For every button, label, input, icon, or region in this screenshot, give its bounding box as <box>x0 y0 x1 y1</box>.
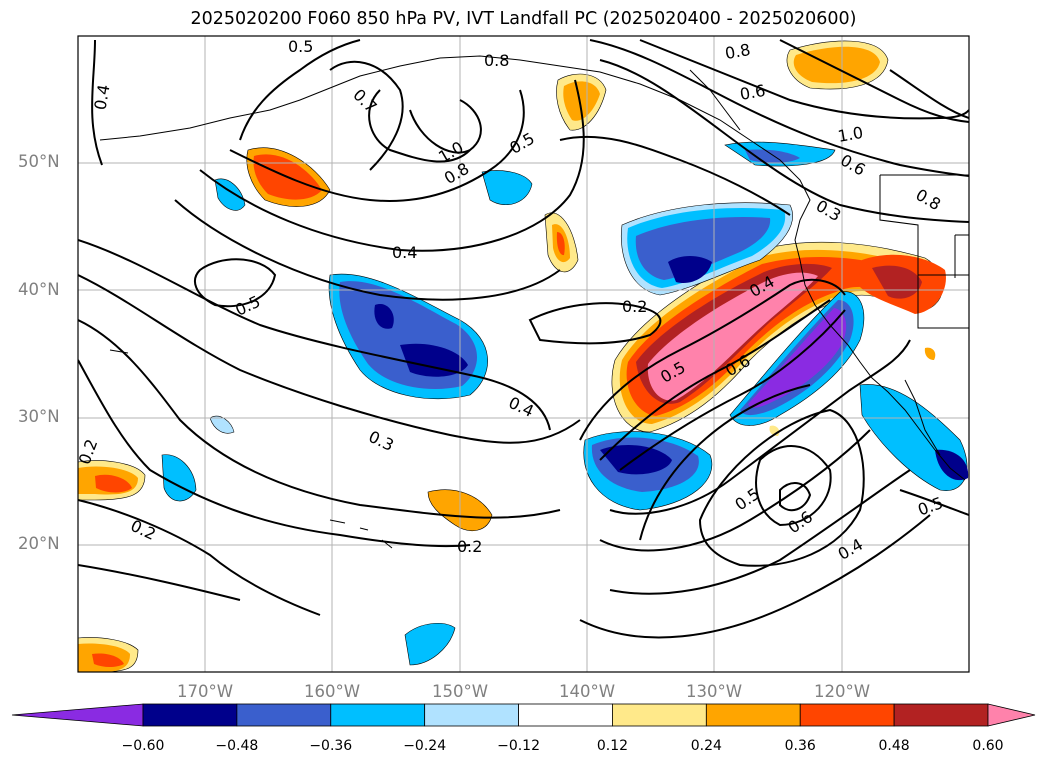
negative-anomaly-small-1 <box>481 170 533 205</box>
contour-label: 0.2 <box>622 297 647 316</box>
colorbar-bin <box>799 703 895 727</box>
colorbar <box>11 703 1036 727</box>
contour-label: 0.8 <box>484 51 509 70</box>
colorbar-tick-label: 0.12 <box>596 738 629 754</box>
colorbar-tick-label: 0.60 <box>972 738 1004 754</box>
colorbar-bin <box>330 703 426 727</box>
lon-tick-label: 120°W <box>813 682 871 701</box>
colorbar-bin <box>893 703 989 727</box>
colorbar-extend-low <box>11 703 144 727</box>
contour-label: 0.8 <box>912 185 944 214</box>
lat-tick-label: 20°N <box>18 534 60 553</box>
colorbar-extend-high <box>987 703 1036 727</box>
lat-tick-label: 40°N <box>18 280 60 299</box>
colorbar-tick-label: −0.24 <box>403 738 447 754</box>
contour-label: 0.6 <box>738 81 766 104</box>
pv-contours <box>78 39 969 639</box>
colorbar-tick-label: −0.36 <box>309 738 353 754</box>
contour-label: 0.3 <box>366 427 397 455</box>
lon-tick-label: 140°W <box>558 682 616 701</box>
contour-label: 0.2 <box>457 537 482 556</box>
page-title: 2025020200 F060 850 hPa PV, IVT Landfall… <box>190 9 857 29</box>
contour-label: 0.4 <box>506 393 537 421</box>
colorbar-bin <box>142 703 238 727</box>
colorbar-bin <box>612 703 707 727</box>
lat-tick-label: 50°N <box>18 152 60 171</box>
contour-label: 0.3 <box>813 196 845 225</box>
contour-label: 1.0 <box>836 123 864 146</box>
lon-tick-label: 170°W <box>176 682 234 701</box>
contour-label: 0.5 <box>506 129 538 158</box>
colorbar-bin <box>518 703 613 727</box>
lon-tick-label: 150°W <box>431 682 489 701</box>
contour-label: 0.2 <box>128 516 159 544</box>
colorbar-tick-label: −0.60 <box>121 738 165 754</box>
graticule <box>78 36 969 672</box>
positive-anomaly-pink <box>647 272 818 401</box>
contour-label: 0.5 <box>288 37 313 56</box>
contour-label: 0.7 <box>349 85 380 116</box>
colorbar-bin <box>705 703 801 727</box>
lon-tick-label: 130°W <box>685 682 743 701</box>
colorbar-tick-label: 0.36 <box>784 738 816 754</box>
lon-tick-label: 160°W <box>303 682 361 701</box>
contour-label: 0.4 <box>90 83 113 111</box>
lat-tick-label: 30°N <box>18 407 60 426</box>
colorbar-tick-label: −0.12 <box>497 738 540 754</box>
colorbar-tick-label: 0.24 <box>690 738 722 754</box>
contour-label: 0.5 <box>731 484 763 514</box>
colorbar-tick-label: −0.48 <box>215 738 259 754</box>
colorbar-bin <box>424 703 519 727</box>
coastlines <box>99 55 969 549</box>
colorbar-bin <box>236 703 332 727</box>
contour-label: 0.6 <box>784 507 816 537</box>
map-frame <box>77 35 970 673</box>
contour-label: 0.4 <box>392 243 417 262</box>
colorbar-tick-label: 0.48 <box>878 738 910 754</box>
contour-label: 0.8 <box>723 40 751 63</box>
contour-label: 0.4 <box>835 535 867 564</box>
